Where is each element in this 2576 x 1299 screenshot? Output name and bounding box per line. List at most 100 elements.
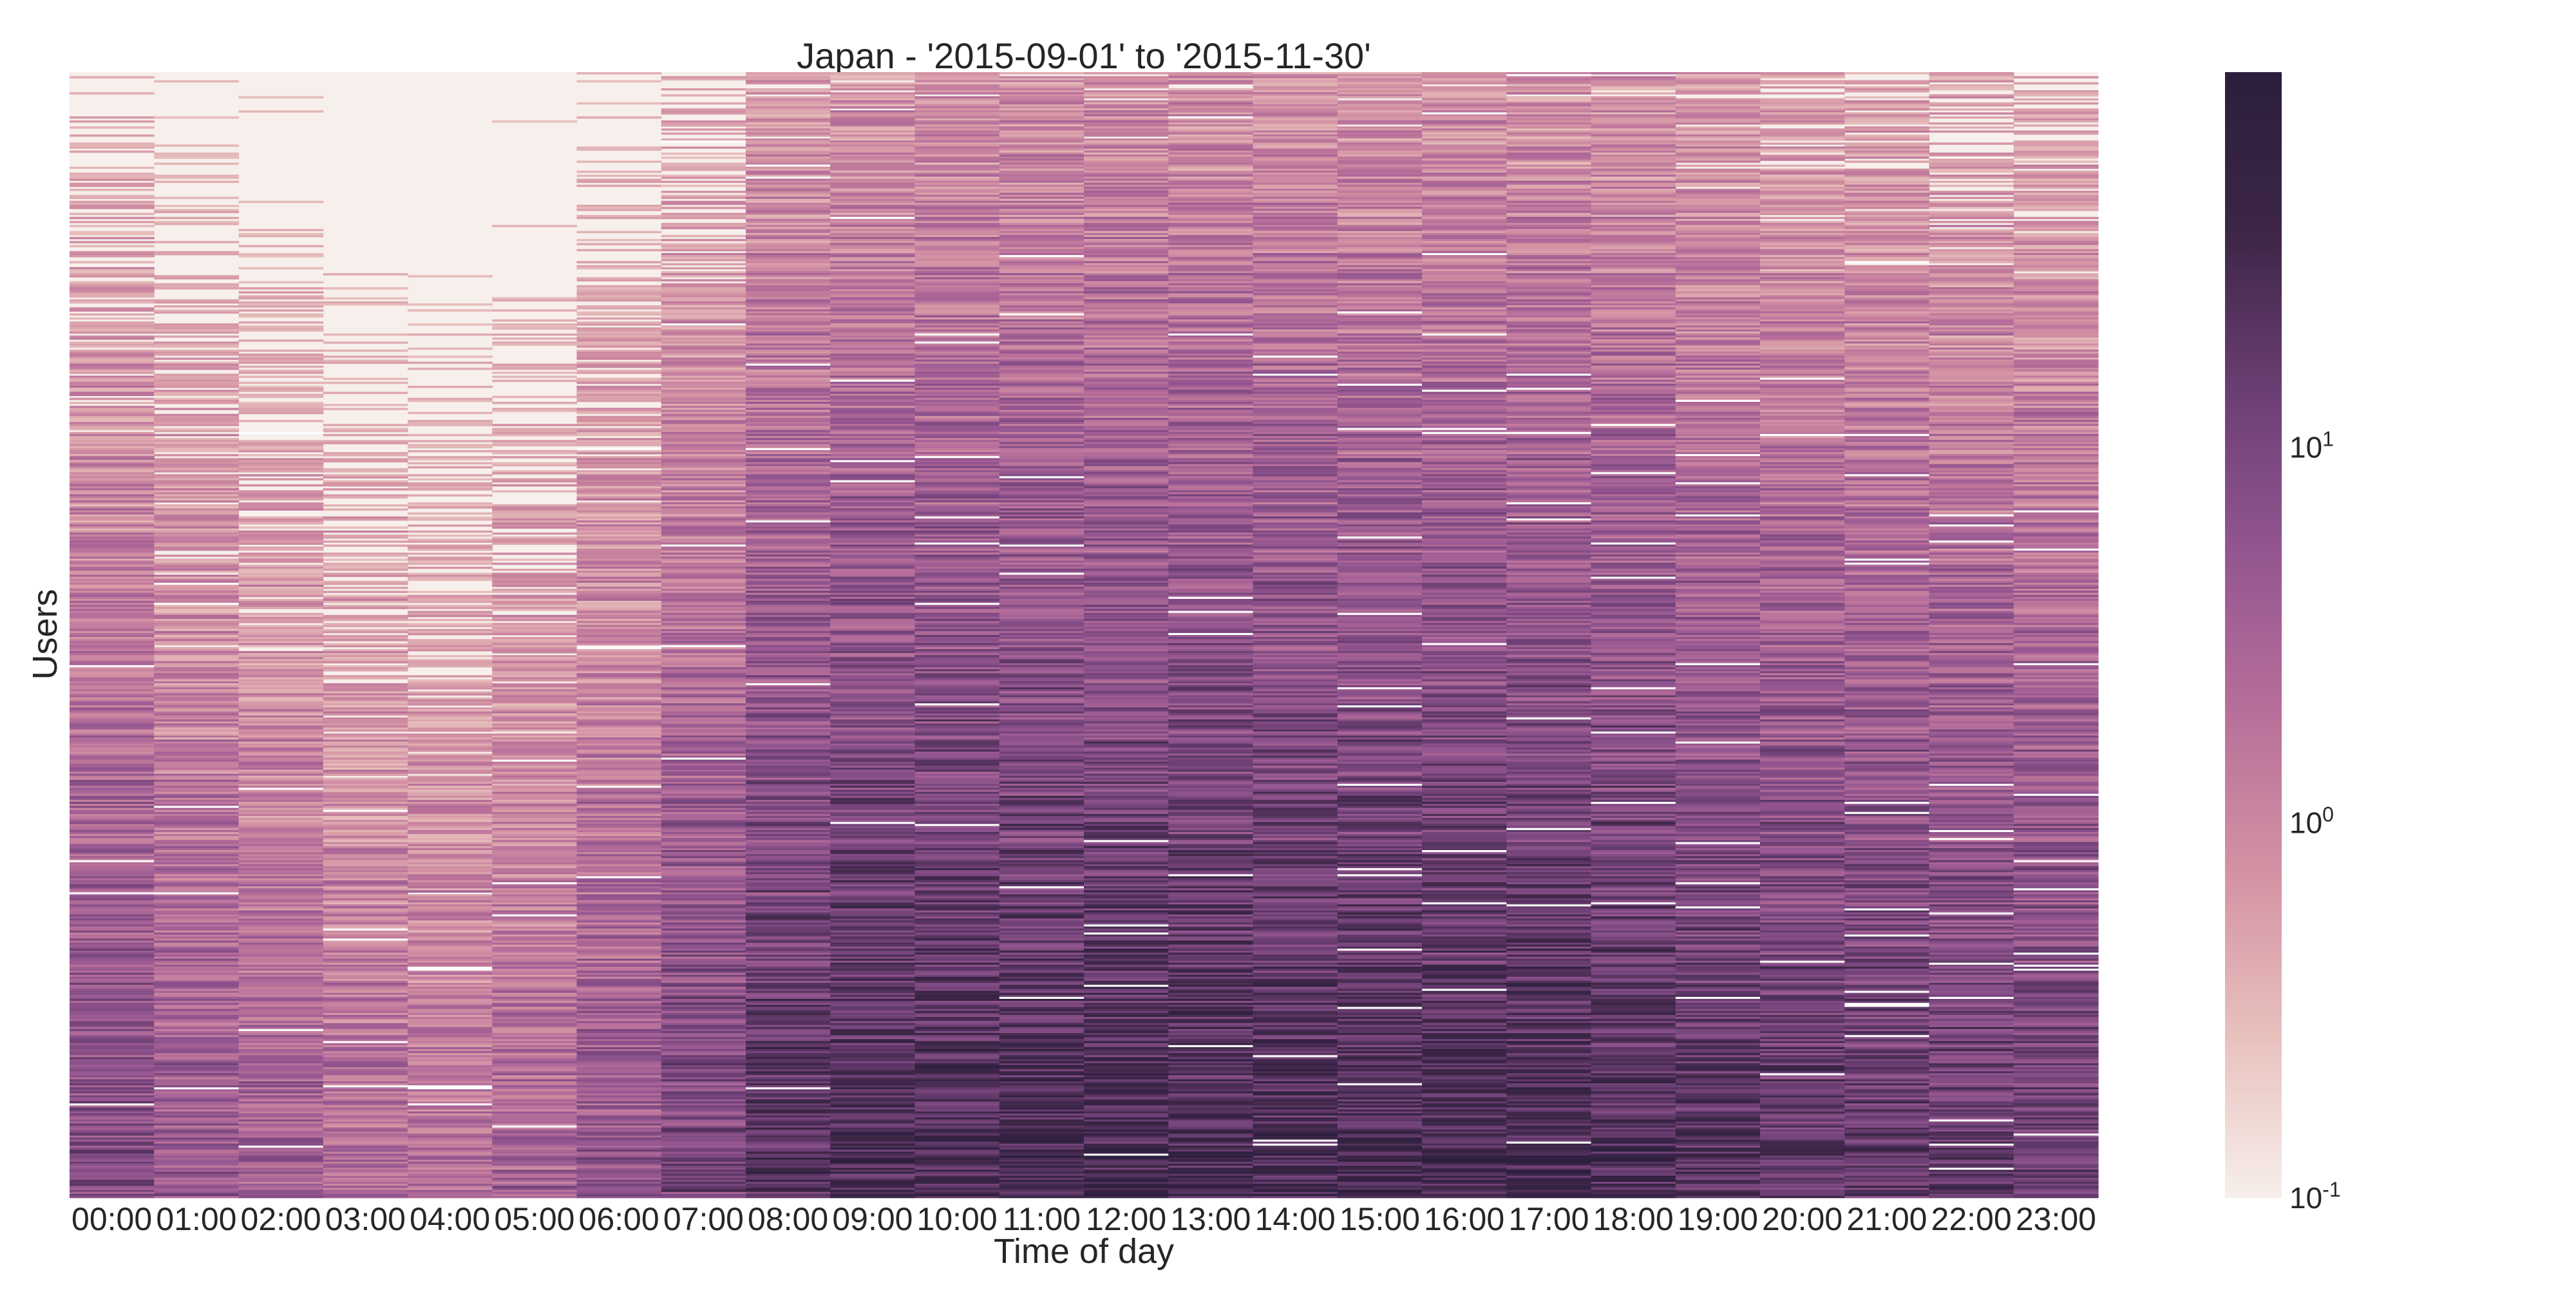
heatmap-cell	[1253, 546, 1338, 549]
heatmap-cell	[914, 112, 1000, 115]
heatmap-cell	[1591, 430, 1676, 433]
heatmap-cell	[1337, 576, 1423, 579]
heatmap-cell	[1084, 220, 1169, 223]
heatmap-cell	[1506, 580, 1592, 583]
heatmap-cell	[661, 289, 746, 292]
heatmap-cell	[1675, 426, 1761, 428]
heatmap-cell	[999, 395, 1084, 399]
heatmap-cell	[1760, 120, 1845, 123]
heatmap-cell	[830, 374, 916, 376]
heatmap-cell	[661, 247, 746, 250]
heatmap-cell	[1506, 428, 1592, 431]
heatmap-cell	[661, 383, 746, 386]
heatmap-cell	[2013, 542, 2099, 545]
heatmap-cell	[1422, 379, 1507, 383]
heatmap-cell	[1675, 420, 1761, 422]
heatmap-cell	[323, 564, 408, 567]
heatmap-cell	[661, 202, 746, 205]
heatmap-cell	[914, 307, 1000, 310]
heatmap-cell	[2013, 468, 2099, 471]
heatmap-cell	[408, 558, 493, 561]
heatmap-cell	[661, 315, 746, 318]
heatmap-cell	[1760, 205, 1845, 207]
heatmap-cell	[746, 173, 831, 175]
heatmap-cell	[1253, 578, 1338, 582]
heatmap-cell	[1760, 404, 1845, 406]
heatmap-cell	[999, 234, 1084, 238]
heatmap-cell	[70, 381, 155, 384]
heatmap-cell	[1168, 576, 1254, 579]
heatmap-cell	[408, 488, 493, 491]
heatmap-cell	[1675, 223, 1761, 225]
heatmap-cell	[1506, 257, 1592, 260]
heatmap-cell	[1253, 213, 1338, 216]
heatmap-cell	[914, 327, 1000, 330]
heatmap-cell	[1844, 138, 1930, 141]
heatmap-cell	[2013, 327, 2099, 330]
heatmap-cell	[1084, 152, 1169, 155]
heatmap-cell	[70, 144, 155, 147]
heatmap-cell	[1337, 289, 1423, 292]
heatmap-cell	[1337, 164, 1423, 167]
heatmap-cell	[1844, 514, 1930, 517]
heatmap-cell	[830, 558, 916, 561]
heatmap-cell	[914, 154, 1000, 157]
heatmap-cell	[1253, 462, 1338, 465]
heatmap-cell	[1760, 458, 1845, 460]
heatmap-cell	[1929, 536, 2014, 539]
heatmap-cell	[408, 458, 493, 460]
heatmap-cell	[1084, 591, 1169, 593]
heatmap-cell	[1591, 213, 1676, 216]
heatmap-cell	[1760, 578, 1845, 582]
heatmap-cell	[1084, 530, 1169, 533]
heatmap-cell	[1844, 207, 1930, 209]
heatmap-cell	[1591, 420, 1676, 422]
heatmap-cell	[1422, 301, 1507, 304]
heatmap-cell	[1253, 528, 1338, 531]
heatmap-cell	[1084, 323, 1169, 326]
heatmap-cell	[1168, 80, 1254, 83]
heatmap-cell	[1506, 404, 1592, 406]
heatmap-cell	[576, 321, 662, 324]
heatmap-cell	[1253, 114, 1338, 117]
heatmap-cell	[1929, 200, 2014, 204]
heatmap-cell	[576, 480, 662, 483]
heatmap-cell	[1168, 315, 1254, 318]
heatmap-cell	[1591, 166, 1676, 169]
heatmap-cell	[1929, 273, 2014, 276]
heatmap-cell	[1591, 193, 1676, 195]
heatmap-cell	[1929, 252, 2014, 256]
heatmap-cell	[1253, 227, 1338, 229]
heatmap-cell	[1084, 321, 1169, 324]
heatmap-cell	[2013, 331, 2099, 334]
heatmap-cell	[70, 241, 155, 243]
heatmap-cell	[1675, 357, 1761, 360]
heatmap-cell	[2013, 363, 2099, 366]
heatmap-cell	[1675, 536, 1761, 539]
heatmap-cell	[914, 220, 1000, 223]
heatmap-cell	[1929, 440, 2014, 442]
heatmap-cell	[154, 335, 240, 338]
heatmap-cell	[1591, 367, 1676, 370]
heatmap-cell	[1929, 158, 2014, 161]
heatmap-cell	[1422, 564, 1507, 567]
heatmap-cell	[1844, 299, 1930, 302]
heatmap-cell	[1168, 354, 1254, 356]
heatmap-cell	[1760, 478, 1845, 481]
heatmap-cell	[154, 578, 240, 582]
heatmap-cell	[1506, 142, 1592, 145]
heatmap-cell	[1929, 166, 2014, 169]
heatmap-cell	[1337, 160, 1423, 163]
heatmap-cell	[154, 385, 240, 388]
heatmap-cell	[70, 225, 155, 227]
heatmap-cell	[1084, 568, 1169, 571]
heatmap-cell	[1591, 317, 1676, 320]
heatmap-cell	[1760, 492, 1845, 495]
heatmap-cell	[1506, 259, 1592, 261]
heatmap-cell	[746, 546, 831, 549]
heatmap-cell	[1591, 198, 1676, 202]
heatmap-cell	[1591, 214, 1676, 218]
heatmap-cell	[1253, 166, 1338, 169]
heatmap-cell	[1844, 393, 1930, 396]
heatmap-cell	[1506, 285, 1592, 288]
